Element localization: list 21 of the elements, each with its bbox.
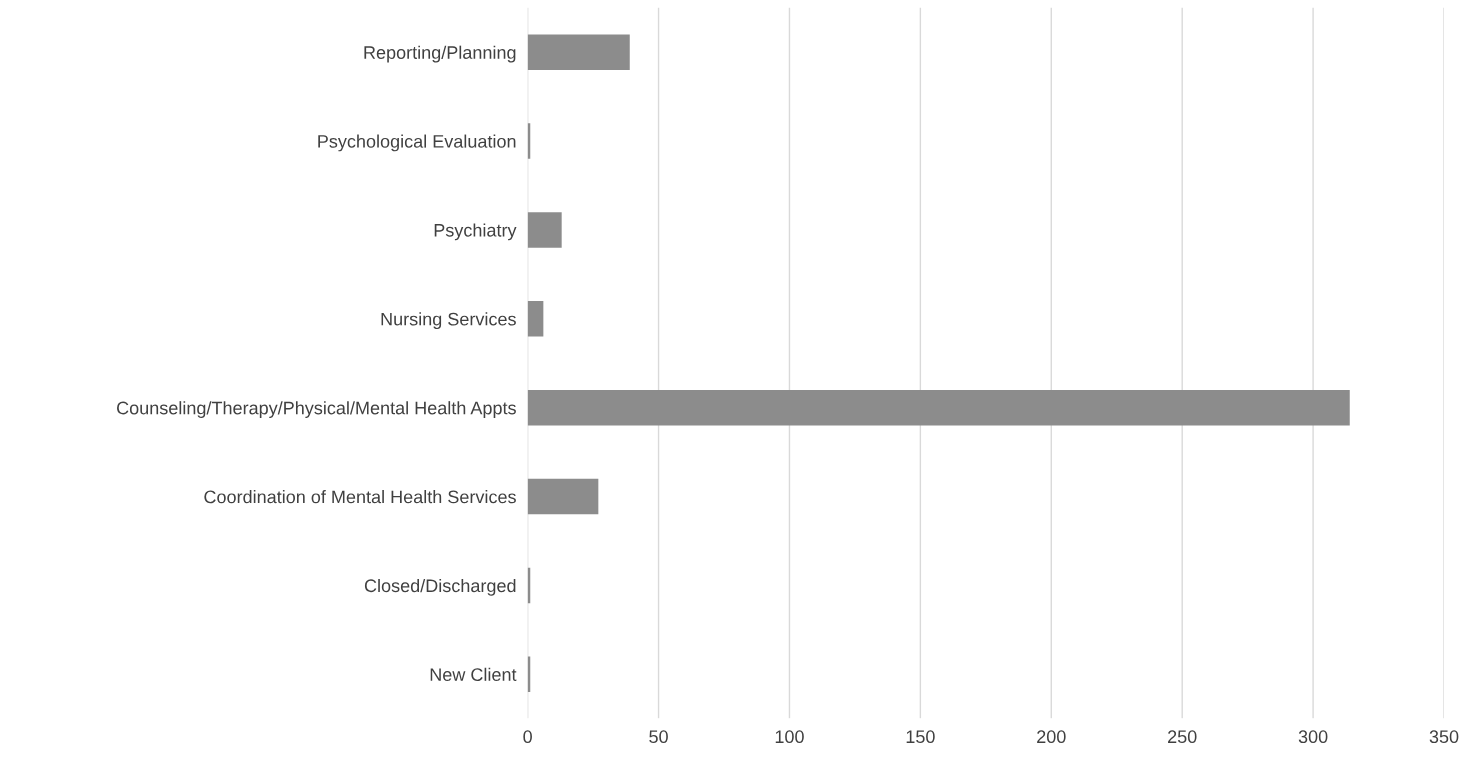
y-tick-label: Psychological Evaluation <box>318 134 516 152</box>
x-tick-label: 350 <box>1429 730 1459 744</box>
y-tick-label: New Client <box>430 667 517 682</box>
x-tick-label: 0 <box>523 730 532 744</box>
y-tick-label: Reporting/Planning <box>364 45 516 63</box>
x-tick-label: 50 <box>649 730 668 744</box>
x-tick-label: 150 <box>906 730 935 744</box>
x-tick-label: 250 <box>1168 730 1197 744</box>
bar <box>527 34 630 70</box>
y-tick-label: Closed/Discharged <box>364 578 516 596</box>
y-tick-label: Psychiatry <box>434 223 517 241</box>
y-tick-label: Coordination of Mental Health Services <box>204 490 516 504</box>
bar <box>527 478 599 515</box>
x-tick-label: 100 <box>775 730 804 744</box>
x-tick-label: 300 <box>1298 730 1328 744</box>
y-tick-label: Nursing Services <box>381 312 516 330</box>
y-tick-label: Counseling/Therapy/Physical/Mental Health Appts <box>117 401 516 418</box>
x-tick-label: 200 <box>1037 730 1066 744</box>
bar <box>527 212 562 248</box>
bar <box>527 301 544 337</box>
bar <box>527 389 1350 426</box>
